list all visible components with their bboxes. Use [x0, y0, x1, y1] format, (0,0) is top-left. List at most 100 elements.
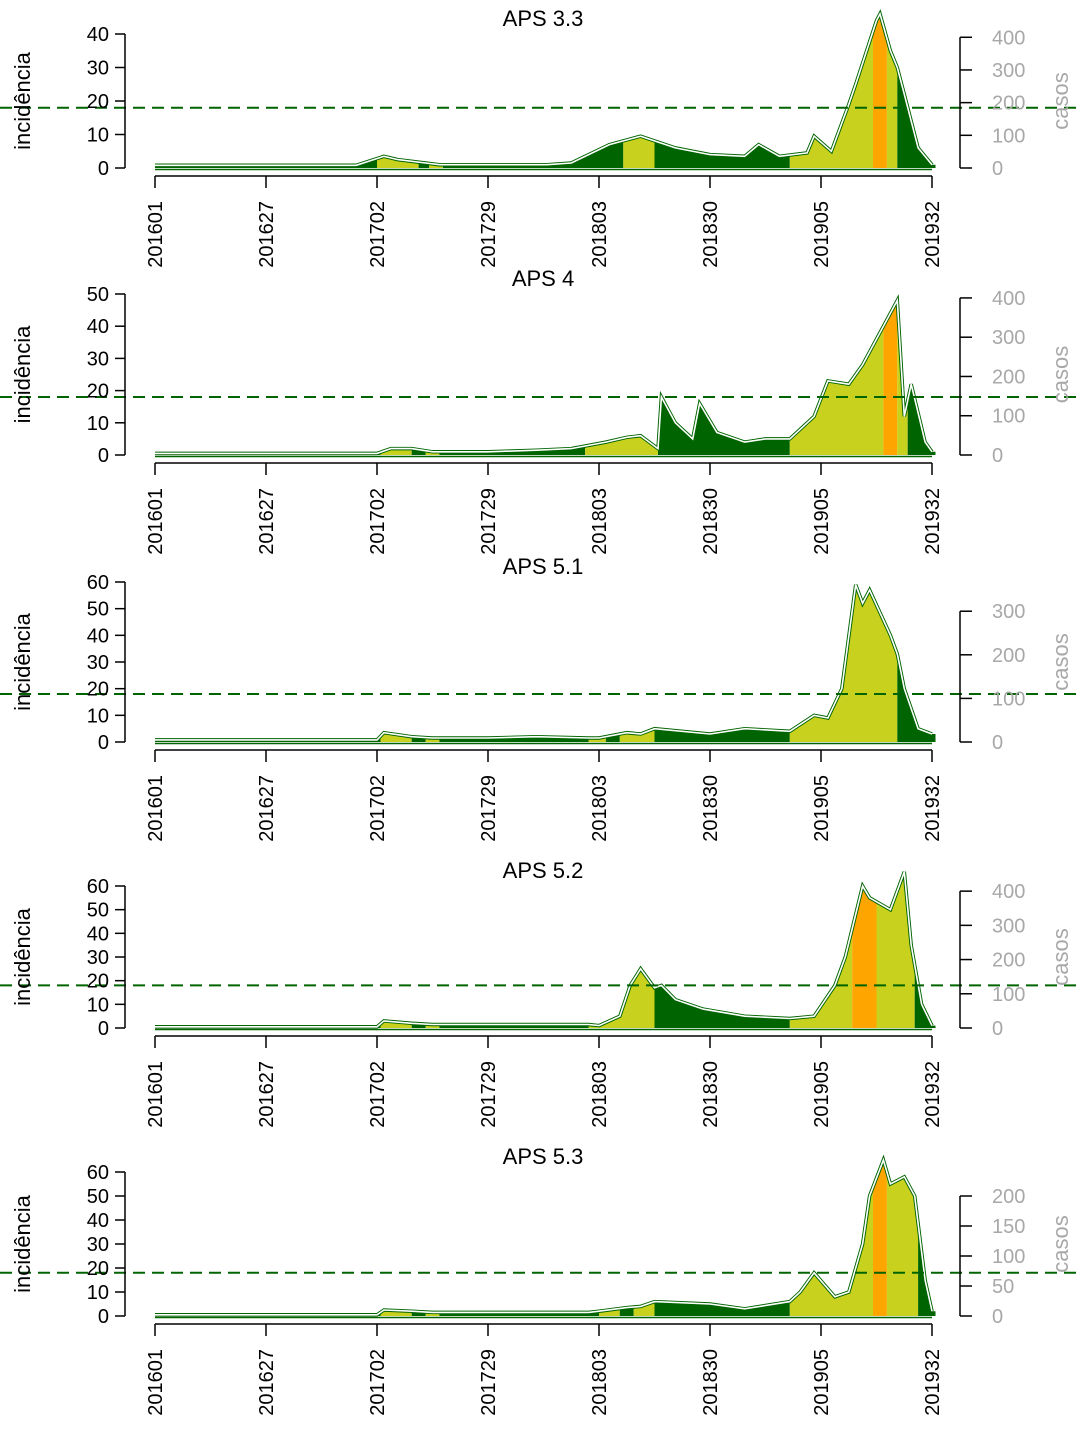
- y2-tick-label: 200: [992, 93, 1025, 115]
- y-tick-label: 10: [87, 705, 109, 727]
- series-outline: [155, 871, 934, 1029]
- y-tick-label: 0: [98, 158, 109, 180]
- y2-tick-label: 100: [992, 406, 1025, 428]
- area-segment-yellow: [876, 871, 915, 1028]
- y-axis-title: incidência: [10, 1194, 35, 1293]
- x-tick-label: 201729: [478, 775, 500, 842]
- panel-3: 0 10 20 30 40 50 60 incidência 0 100 200 300 casos 20…: [0, 554, 1081, 842]
- area-segment-green: [654, 1301, 790, 1316]
- x-tick-label: 201601: [145, 775, 167, 842]
- y2-axis-title: casos: [1048, 633, 1073, 690]
- x-tick-label: 201905: [811, 201, 833, 268]
- area-segment-green: [918, 1224, 936, 1316]
- y-tick-label: 30: [87, 348, 109, 370]
- y-tick-label: 60: [87, 572, 109, 594]
- x-tick-label: 201932: [922, 488, 944, 555]
- panel-2: 0 10 20 30 40 50 incidência 0 100 200 300 400 casos 2…: [0, 266, 1081, 555]
- x-tick-label: 201932: [922, 1061, 944, 1128]
- x-tick-label: 201803: [589, 1349, 611, 1416]
- panel-title: APS 3.3: [503, 6, 584, 31]
- area-segment-yellow: [789, 584, 898, 742]
- panel-title: APS 5.1: [503, 554, 584, 579]
- x-tick-label: 201905: [811, 1061, 833, 1128]
- y2-tick-label: 200: [992, 366, 1025, 388]
- x-tick-label: 201803: [589, 1061, 611, 1128]
- x-tick-label: 201702: [367, 488, 389, 555]
- y-tick-label: 40: [87, 923, 109, 945]
- x-tick-label: 201830: [700, 775, 722, 842]
- panel-5: 0102030405060incidência050100150200casos…: [0, 1144, 1081, 1416]
- area-segment-yellow: [585, 435, 658, 455]
- series-line: [155, 297, 933, 455]
- x-tick-label: 201905: [811, 488, 833, 555]
- area-segment-green: [907, 384, 936, 455]
- area-segment-orange: [883, 300, 898, 455]
- area-segment-yellow: [886, 1172, 919, 1316]
- x-tick-label: 201601: [145, 201, 167, 268]
- y-axis-title: incidência: [10, 51, 35, 150]
- y2-tick-label: 400: [992, 288, 1025, 310]
- area-segment-green: [897, 654, 936, 742]
- y-tick-label: 20: [87, 971, 109, 993]
- area-segment-yellow: [789, 928, 853, 1028]
- x-tick-label: 201627: [256, 488, 278, 555]
- x-tick-label: 201830: [700, 1061, 722, 1128]
- x-tick-label: 201627: [256, 1061, 278, 1128]
- y-tick-label: 50: [87, 599, 109, 621]
- y-tick-label: 0: [98, 732, 109, 754]
- x-tick-label: 201803: [589, 775, 611, 842]
- y2-tick-label: 300: [992, 60, 1025, 82]
- x-tick-label: 201627: [256, 775, 278, 842]
- y-tick-label: 40: [87, 1210, 109, 1232]
- series-line: [155, 871, 933, 1028]
- panel-title: APS 5.2: [503, 858, 584, 883]
- area-segment-green: [897, 67, 936, 168]
- x-tick-label: 201932: [922, 201, 944, 268]
- y2-tick-label: 50: [992, 1276, 1014, 1298]
- y-tick-label: 40: [87, 625, 109, 647]
- series-line: [155, 11, 933, 167]
- y-tick-label: 30: [87, 652, 109, 674]
- y2-tick-label: 100: [992, 984, 1025, 1006]
- series-line: [155, 584, 933, 741]
- y2-tick-label: 200: [992, 950, 1025, 972]
- y2-axis-title: casos: [1048, 72, 1073, 129]
- y-tick-label: 10: [87, 125, 109, 147]
- y-tick-label: 0: [98, 1018, 109, 1040]
- y-tick-label: 20: [87, 381, 109, 403]
- y-tick-label: 50: [87, 284, 109, 306]
- x-tick-label: 201702: [367, 1349, 389, 1416]
- y-tick-label: 20: [87, 1258, 109, 1280]
- y-tick-label: 10: [87, 413, 109, 435]
- area-segment-yellow: [789, 326, 884, 455]
- y2-tick-label: 100: [992, 1246, 1025, 1268]
- area-segment-yellow: [377, 156, 419, 168]
- area-segment-yellow: [886, 38, 898, 168]
- y-tick-label: 30: [87, 947, 109, 969]
- y-axis-title: incidência: [10, 907, 35, 1006]
- x-tick-label: 201830: [700, 1349, 722, 1416]
- y-tick-label: 10: [87, 1282, 109, 1304]
- x-tick-label: 201830: [700, 201, 722, 268]
- area-segment-yellow: [789, 31, 873, 169]
- area-segment-green: [914, 964, 936, 1028]
- y-tick-label: 20: [87, 91, 109, 113]
- y-tick-label: 0: [98, 1306, 109, 1328]
- y2-tick-label: 0: [992, 445, 1003, 467]
- x-tick-label: 201702: [367, 201, 389, 268]
- panel-4: 0102030405060incidência0100200300400caso…: [0, 858, 1081, 1128]
- y2-tick-label: 0: [992, 1018, 1003, 1040]
- y2-axis-title: casos: [1048, 928, 1073, 985]
- y2-tick-label: 150: [992, 1216, 1025, 1238]
- x-tick-label: 201803: [589, 488, 611, 555]
- y2-tick-label: 400: [992, 27, 1025, 49]
- x-tick-label: 201932: [922, 1349, 944, 1416]
- x-tick-label: 201905: [811, 1349, 833, 1416]
- x-tick-label: 201627: [256, 1349, 278, 1416]
- x-tick-label: 201830: [700, 488, 722, 555]
- y-tick-label: 40: [87, 24, 109, 46]
- panel-title: APS 5.3: [503, 1144, 584, 1169]
- y2-tick-label: 200: [992, 645, 1025, 667]
- x-tick-label: 201729: [478, 488, 500, 555]
